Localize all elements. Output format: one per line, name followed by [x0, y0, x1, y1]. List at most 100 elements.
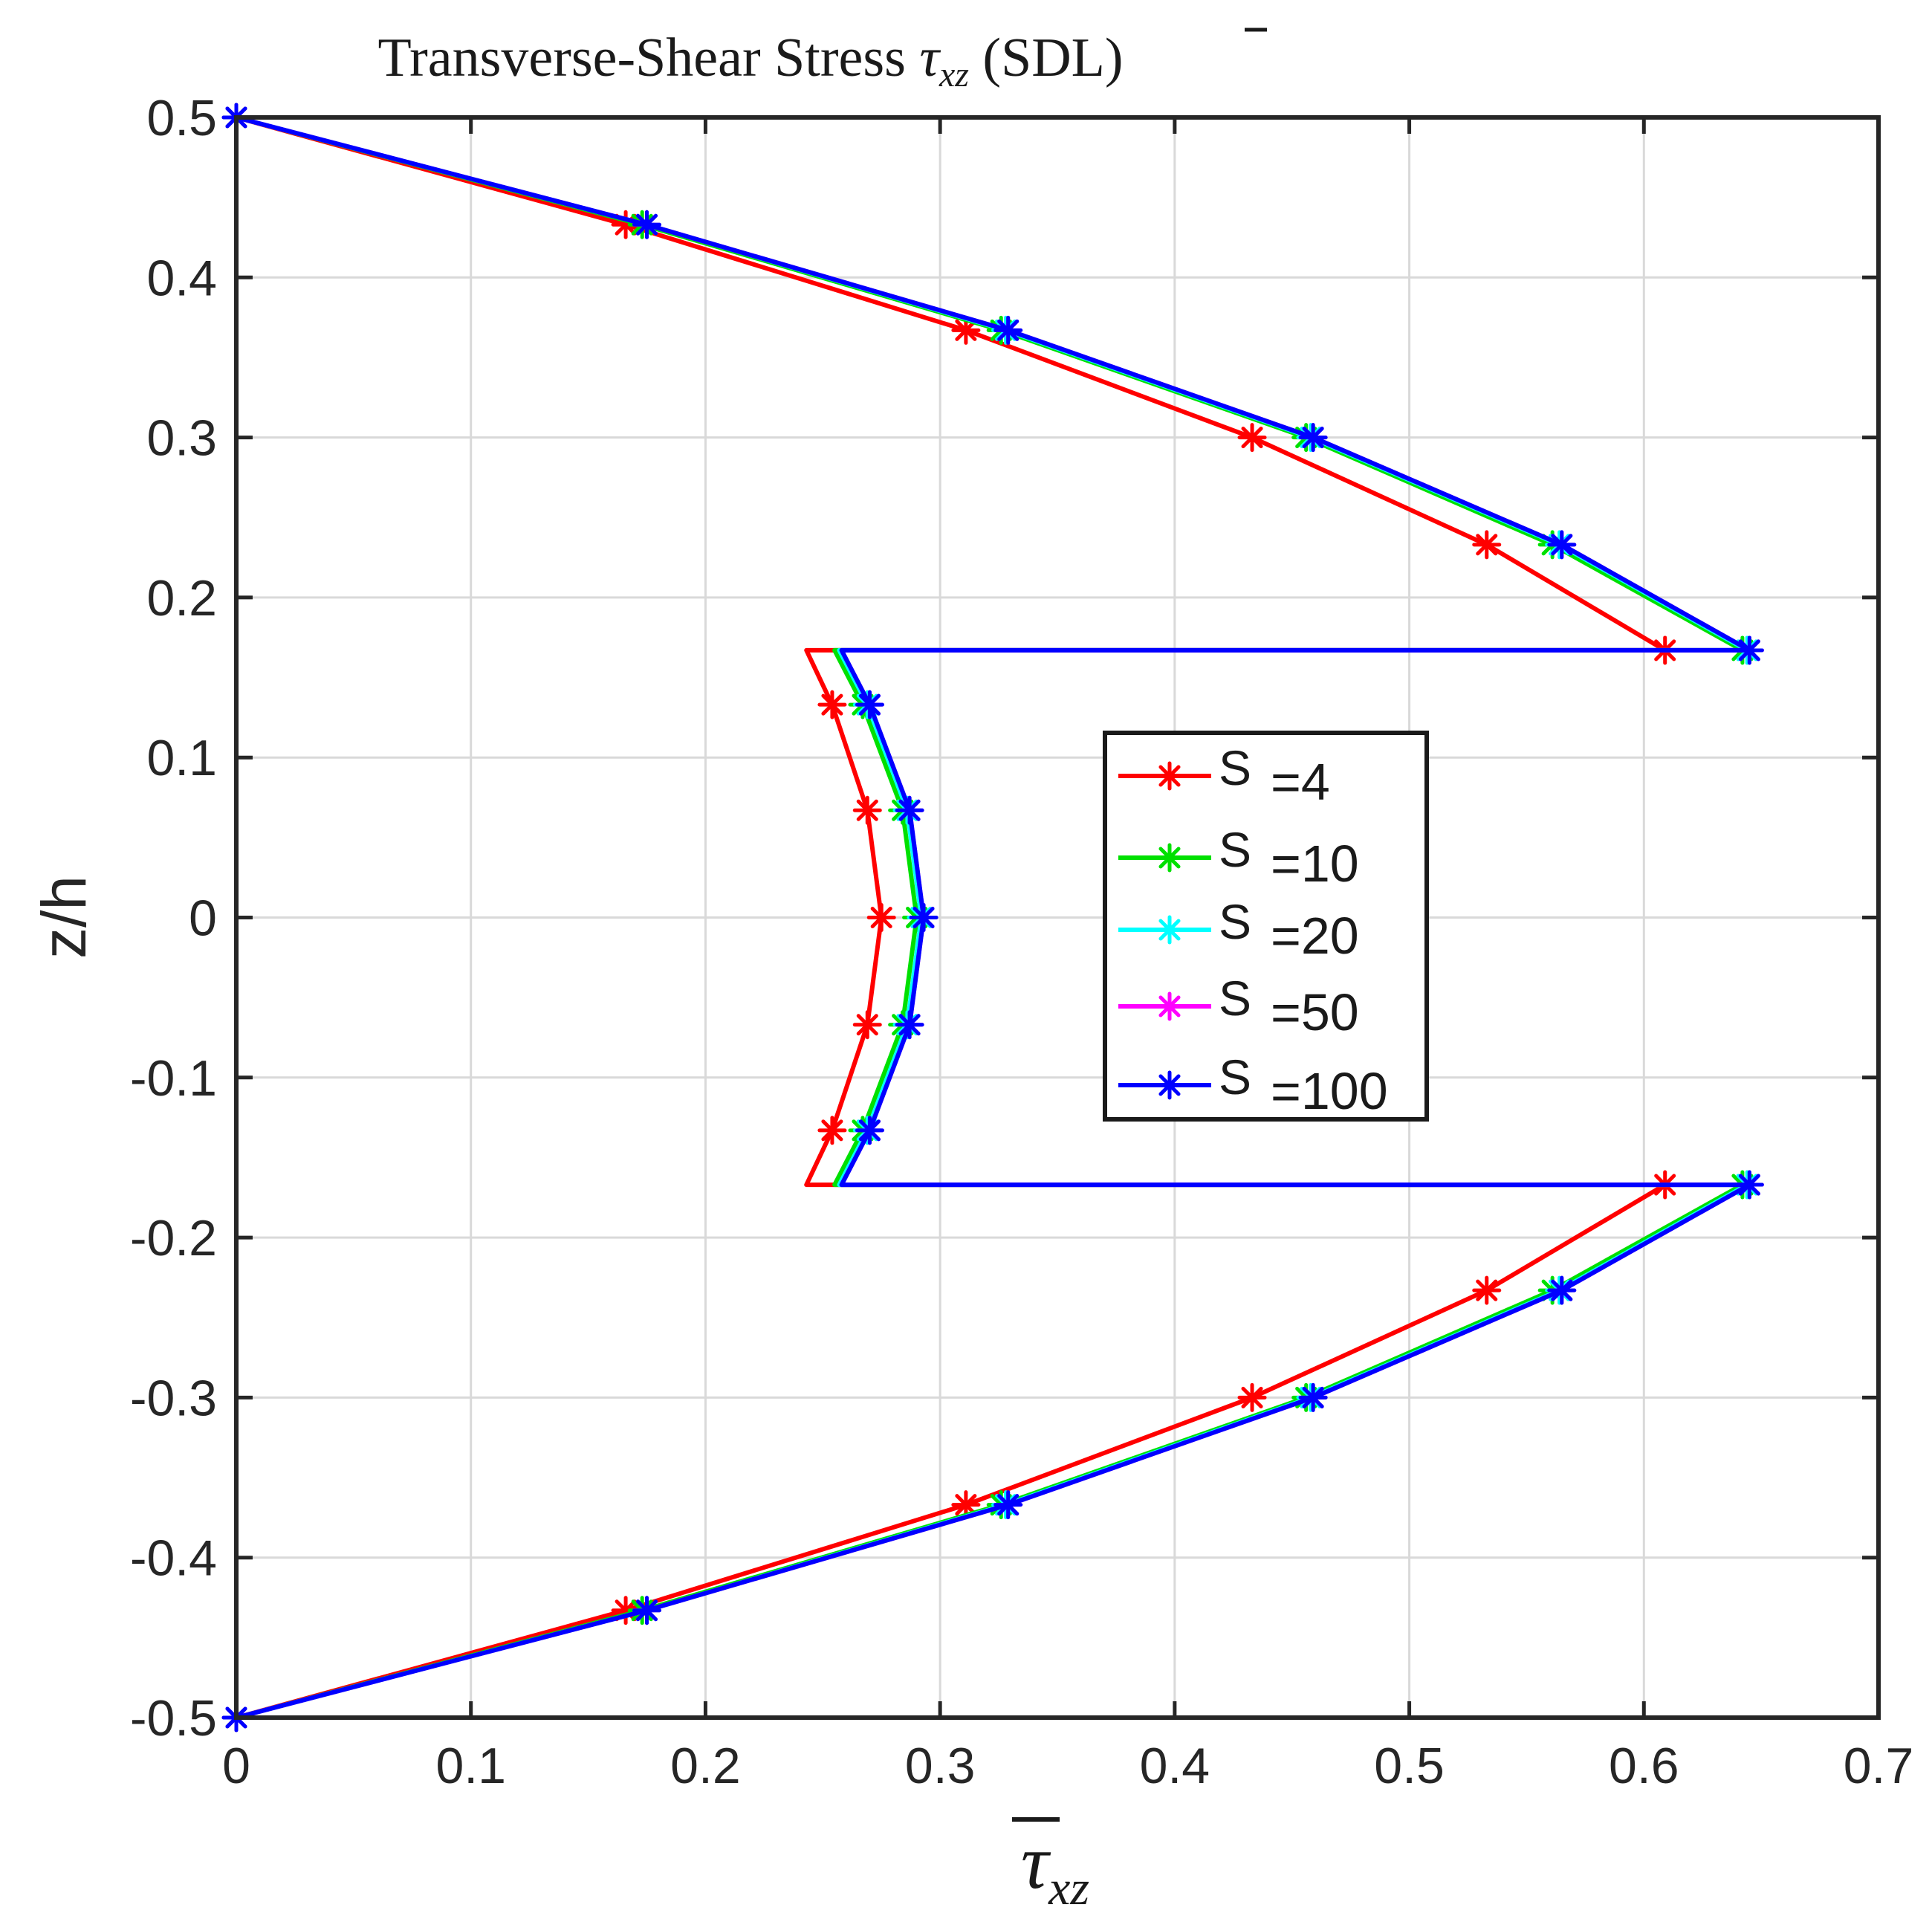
data-point-marker [1547, 530, 1577, 560]
legend-entry: S =10 [1118, 822, 1359, 893]
marker-stroke [997, 1494, 1020, 1516]
marker-stroke [1158, 1074, 1181, 1096]
y-tick-label: -0.3 [130, 1370, 217, 1426]
marker-stroke [1551, 1279, 1573, 1301]
legend-entry: S =50 [1118, 971, 1359, 1041]
marker-stroke [1551, 534, 1573, 556]
legend-label-letter: S [1219, 740, 1251, 795]
marker-stroke [997, 319, 1020, 341]
y-tick-label: 0.2 [146, 570, 217, 627]
data-point-marker [855, 690, 884, 719]
legend-entry: S =20 [1118, 894, 1359, 965]
data-point-marker [1298, 1382, 1328, 1412]
data-point-marker [909, 903, 939, 932]
series-0 [221, 103, 1680, 1732]
x-tick-label: 0.4 [1140, 1738, 1210, 1794]
data-point-marker [895, 795, 924, 825]
y-tick-label: -0.4 [130, 1530, 217, 1587]
marker-stroke [1158, 847, 1181, 869]
chart-title-symbol: τ [919, 27, 941, 88]
data-point-marker [1155, 761, 1184, 791]
legend-entry: S =100 [1118, 1049, 1388, 1120]
chart-title: Transverse-Shear Stress τxz (SDL) [377, 27, 1123, 94]
chart-title-suffix: (SDL) [969, 27, 1124, 88]
data-point-marker [817, 690, 847, 719]
data-point-marker [1472, 1275, 1502, 1305]
data-point-marker [866, 903, 896, 932]
legend-entries: S =4 S =10 S =20 S =50 S =100 [1118, 740, 1388, 1120]
data-point-marker [895, 1010, 924, 1040]
data-point-marker [852, 795, 882, 825]
marker-stroke [1158, 995, 1181, 1017]
data-point-marker [1472, 530, 1502, 560]
marker-stroke [635, 1599, 658, 1622]
x-tick-label: 0.5 [1374, 1738, 1445, 1794]
marker-stroke [955, 319, 977, 341]
data-point-marker [855, 1116, 884, 1145]
y-tick-label: -0.1 [130, 1050, 217, 1107]
x-tick-label: 0 [222, 1738, 250, 1794]
marker-stroke [912, 906, 935, 929]
data-point-marker [1155, 991, 1184, 1021]
y-tick-marks [236, 115, 1878, 1720]
data-point-marker [852, 1010, 882, 1040]
x-tick-labels: 0 0.1 0.2 0.3 0.4 0.5 0.6 0.7 [222, 1738, 1913, 1794]
legend-entry: S =4 [1118, 740, 1330, 811]
y-tick-label: 0 [189, 890, 217, 947]
marker-stroke [1302, 427, 1324, 449]
data-point-marker [1237, 1382, 1267, 1412]
y-tick-label: 0.4 [146, 250, 217, 306]
data-point-marker [632, 210, 661, 239]
data-point-marker [1734, 1170, 1764, 1200]
marker-stroke [1738, 639, 1760, 661]
legend-label-value: =10 [1271, 835, 1359, 893]
marker-stroke [1158, 919, 1181, 941]
data-point-marker [817, 1116, 847, 1145]
legend-label-letter: S [1219, 822, 1251, 877]
marker-stroke [858, 693, 881, 716]
marker-stroke [821, 693, 843, 716]
marker-stroke [858, 1119, 881, 1142]
data-point-marker [632, 1596, 661, 1625]
x-tick-label: 0.3 [905, 1738, 976, 1794]
data-point-marker [1155, 915, 1184, 945]
x-tick-label: 0.2 [670, 1738, 741, 1794]
y-tick-label: 0.5 [146, 90, 217, 146]
series-4 [221, 103, 1764, 1732]
data-point-marker [951, 1490, 981, 1520]
legend-label-letter: S [1219, 894, 1251, 949]
y-tick-label: 0.3 [146, 410, 217, 467]
series-layer [221, 103, 1764, 1732]
legend-label-value: =100 [1271, 1062, 1388, 1120]
marker-stroke [1241, 1386, 1263, 1408]
legend-label-value: =50 [1271, 983, 1359, 1041]
y-tick-labels: -0.5 -0.4 -0.3 -0.2 -0.1 0 0.1 0.2 0.3 0.4 0.5 [130, 90, 217, 1747]
marker-stroke [635, 213, 658, 236]
data-point-marker [1237, 423, 1267, 453]
y-tick-label: -0.5 [130, 1690, 217, 1747]
legend-label-value: =20 [1271, 907, 1359, 965]
x-tick-label: 0.7 [1844, 1738, 1914, 1794]
marker-stroke [955, 1494, 977, 1516]
marker-stroke [1158, 765, 1181, 787]
marker-stroke [856, 1014, 878, 1036]
x-axis-label: τxz [1021, 1819, 1089, 1915]
data-point-marker [1155, 1070, 1184, 1100]
marker-stroke [1738, 1174, 1760, 1196]
legend-label-letter: S [1219, 1049, 1251, 1104]
x-tick-label: 0.6 [1609, 1738, 1679, 1794]
data-point-marker [1298, 423, 1328, 453]
marker-stroke [856, 799, 878, 821]
y-tick-label: 0.1 [146, 730, 217, 786]
chart-title-subscript: xz [939, 55, 969, 94]
data-point-marker [1155, 843, 1184, 873]
data-point-marker [1547, 1275, 1577, 1305]
y-axis-label: z/h [29, 876, 99, 959]
marker-stroke [898, 1014, 921, 1036]
x-tick-label: 0.1 [435, 1738, 506, 1794]
marker-stroke [1302, 1386, 1324, 1408]
data-point-marker [993, 1490, 1023, 1520]
data-point-marker [993, 315, 1023, 345]
marker-stroke [821, 1119, 843, 1142]
